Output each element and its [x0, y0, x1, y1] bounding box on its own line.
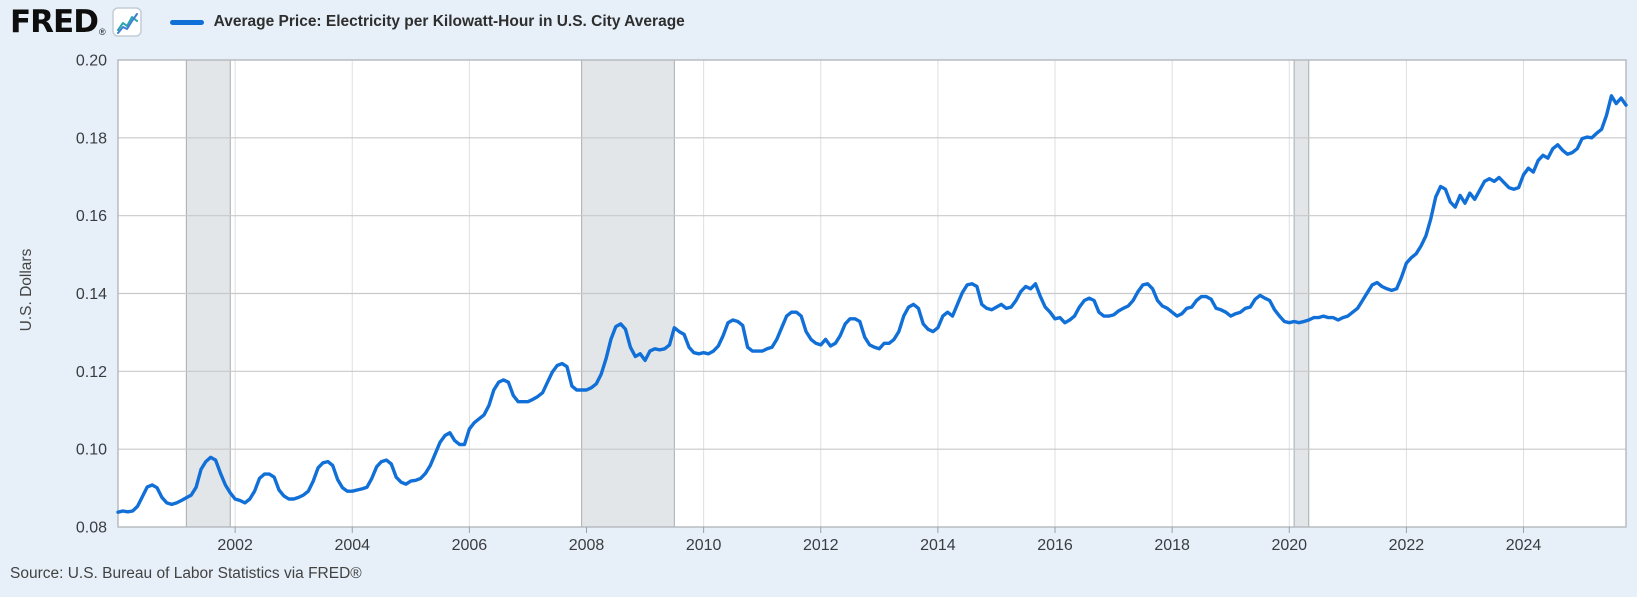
y-tick-label: 0.10: [76, 442, 107, 459]
x-tick-label: 2002: [217, 537, 253, 554]
x-tick-label: 2016: [1037, 537, 1073, 554]
x-tick-label: 2004: [334, 537, 370, 554]
y-tick-label: 0.14: [76, 286, 107, 303]
chart-header: FRED ® Average Price: Electricity per Ki…: [10, 4, 685, 40]
x-tick-label: 2010: [686, 537, 722, 554]
x-tick-label: 2008: [569, 537, 605, 554]
y-tick-label: 0.20: [76, 53, 107, 70]
legend-line-swatch: [169, 19, 204, 25]
x-tick-label: 2022: [1389, 537, 1425, 554]
x-tick-label: 2024: [1506, 537, 1542, 554]
y-axis-title: U.S. Dollars: [18, 248, 35, 332]
plot-border: [117, 59, 1627, 528]
x-tick-label: 2018: [1154, 537, 1190, 554]
fred-logo[interactable]: FRED: [10, 3, 99, 40]
legend-label: Average Price: Electricity per Kilowatt-…: [213, 13, 685, 30]
y-tick-label: 0.12: [76, 364, 107, 381]
y-tick-label: 0.08: [76, 520, 107, 537]
series-legend[interactable]: Average Price: Electricity per Kilowatt-…: [169, 13, 685, 31]
fred-registered-mark: ®: [98, 27, 106, 37]
price-line[interactable]: [116, 94, 1628, 514]
fred-sparkline-icon[interactable]: [111, 7, 142, 37]
x-tick-label: 2020: [1271, 537, 1307, 554]
x-tick-label: 2014: [920, 537, 956, 554]
y-tick-label: 0.16: [76, 208, 107, 225]
price-line-chart[interactable]: 2002 2004 2006 2008 2010 2012 2014 2016 2018 2020…: [0, 0, 1637, 560]
x-tick-label: 2012: [803, 537, 839, 554]
x-tick-label: 2006: [452, 537, 488, 554]
y-tick-label: 0.18: [76, 130, 107, 147]
source-note: Source: U.S. Bureau of Labor Statistics …: [10, 565, 362, 582]
